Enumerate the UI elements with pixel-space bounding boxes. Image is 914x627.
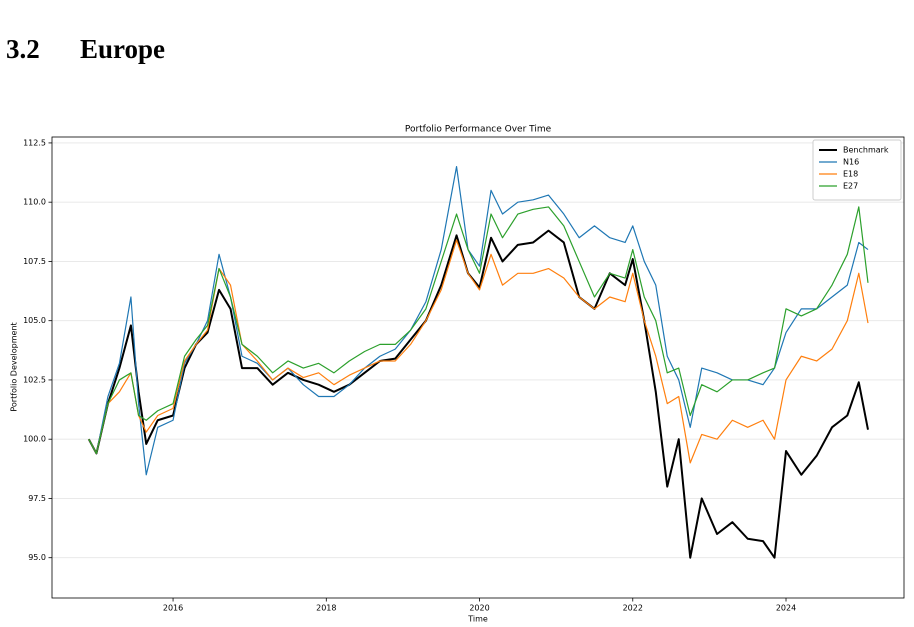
section-number: 3.2 <box>6 34 40 64</box>
y-axis-label: Portfolio Development <box>10 322 19 411</box>
y-tick-label: 112.5 <box>23 138 46 147</box>
y-tick-label: 100.0 <box>23 435 46 444</box>
plot-frame <box>51 136 905 599</box>
legend-label: N16 <box>843 158 859 167</box>
x-tick-label: 2020 <box>469 604 489 613</box>
x-tick-label: 2018 <box>316 604 336 613</box>
x-tick-label: 2024 <box>776 604 796 613</box>
x-axis-label: Time <box>467 615 488 624</box>
y-tick-label: 107.5 <box>23 257 46 266</box>
series-line <box>88 206 869 455</box>
y-tick-label: 110.0 <box>23 198 46 207</box>
y-tick-label: 97.5 <box>28 494 46 503</box>
y-tick-label: 105.0 <box>23 316 46 325</box>
legend-label: Benchmark <box>843 146 889 155</box>
legend-label: E27 <box>843 182 858 191</box>
y-tick-label: 102.5 <box>23 375 46 384</box>
series-line <box>87 229 869 559</box>
legend-box <box>812 139 902 201</box>
chart-title: Portfolio Performance Over Time <box>405 125 552 135</box>
series-line <box>88 239 869 464</box>
x-tick-label: 2016 <box>163 604 183 613</box>
x-tick-label: 2022 <box>623 604 643 613</box>
y-tick-label: 95.0 <box>28 553 46 562</box>
section-title: Europe <box>80 34 165 64</box>
legend-label: E18 <box>843 170 858 179</box>
